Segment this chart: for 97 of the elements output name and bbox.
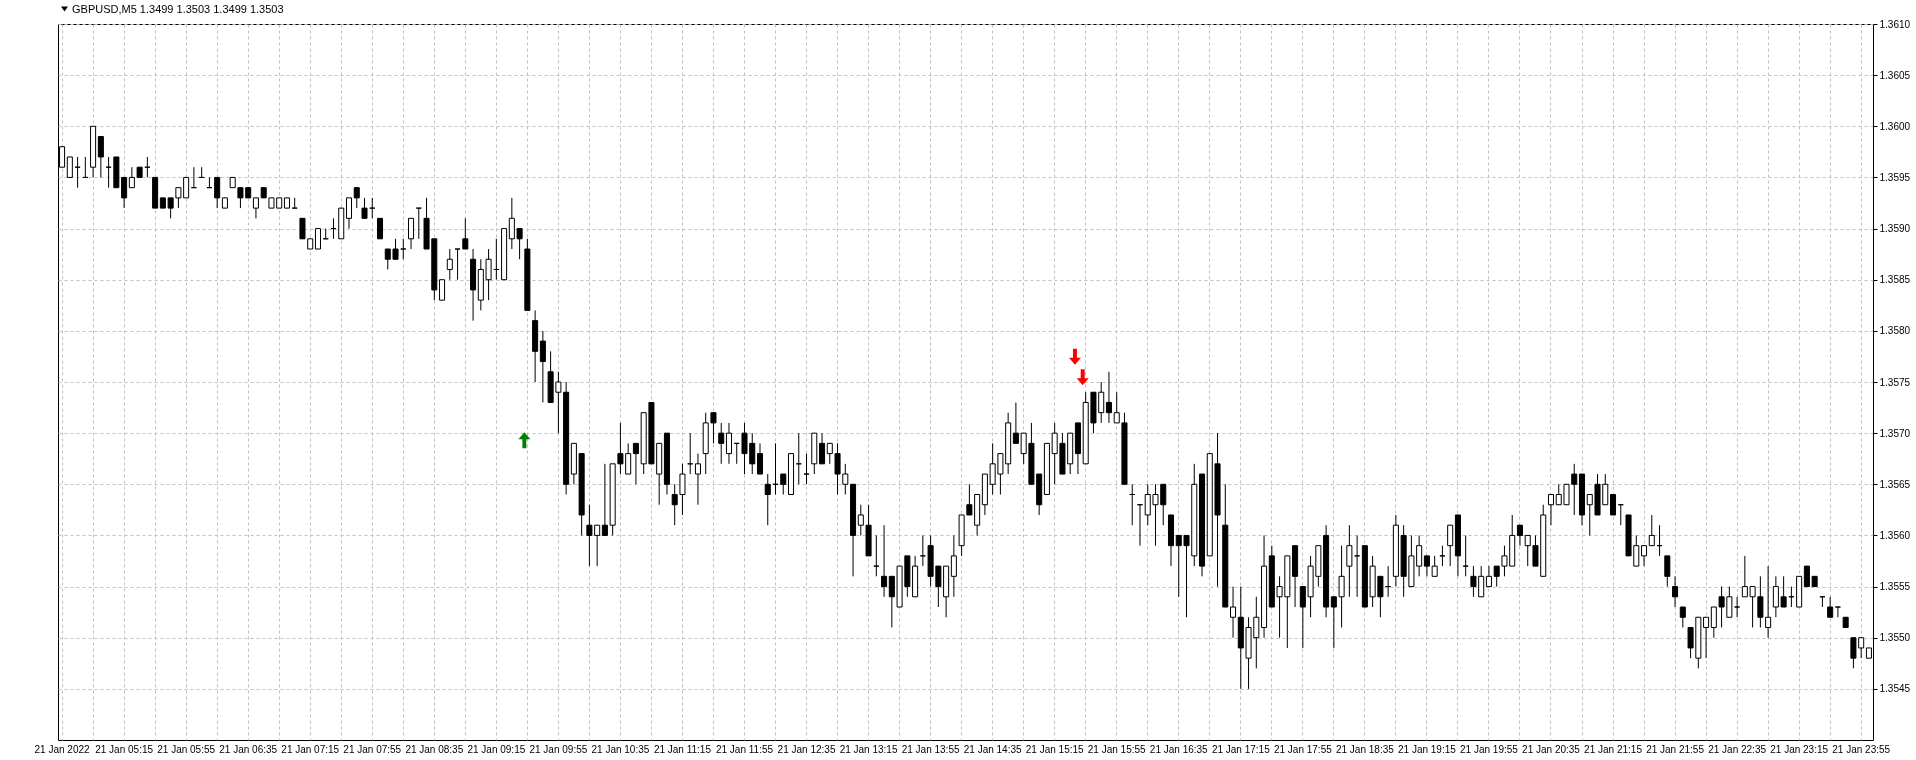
x-tick-label: 21 Jan 13:55 bbox=[901, 743, 960, 755]
x-tick-label: 21 Jan 19:15 bbox=[1397, 743, 1457, 755]
candlestick bbox=[632, 442, 639, 485]
x-tick-label: 21 Jan 08:35 bbox=[405, 743, 464, 755]
x-tick-label: 21 Jan 11:55 bbox=[715, 743, 774, 755]
x-tick-label: 21 Jan 15:15 bbox=[1025, 743, 1085, 755]
candlestick bbox=[780, 473, 787, 496]
y-tick-label: 1.3590 bbox=[1879, 223, 1911, 235]
candlestick bbox=[1547, 494, 1554, 526]
candlestick bbox=[1827, 596, 1834, 618]
candlestick bbox=[873, 534, 880, 577]
x-tick-label: 21 Jan 14:35 bbox=[963, 743, 1022, 755]
y-tick-label: 1.3545 bbox=[1879, 683, 1911, 695]
candlestick bbox=[408, 217, 415, 250]
x-tick-label: 21 Jan 07:55 bbox=[343, 743, 402, 755]
candlestick bbox=[415, 207, 422, 240]
candlestick bbox=[694, 453, 701, 506]
x-tick-label: 21 Jan 07:15 bbox=[281, 743, 340, 755]
candlestick bbox=[446, 248, 453, 281]
candlestick bbox=[1834, 606, 1841, 618]
chart-title: GBPUSD,M5 1.3499 1.3503 1.3499 1.3503 bbox=[72, 3, 284, 15]
candlestick bbox=[881, 524, 888, 598]
candlestick bbox=[97, 136, 104, 178]
candlestick bbox=[400, 238, 407, 260]
y-tick-label: 1.3565 bbox=[1879, 478, 1911, 490]
candlestick bbox=[291, 197, 298, 209]
x-tick-label: 21 Jan 23:55 bbox=[1832, 743, 1891, 755]
candlestick bbox=[1703, 616, 1710, 659]
candlestick bbox=[369, 197, 376, 219]
x-tick-label: 21 Jan 2022 bbox=[34, 743, 91, 755]
candlestick bbox=[377, 217, 384, 240]
candlestick bbox=[1346, 524, 1353, 598]
candlestick bbox=[1230, 586, 1237, 639]
candlestick bbox=[66, 156, 73, 178]
x-tick-label: 21 Jan 13:15 bbox=[839, 743, 898, 755]
candlestick bbox=[1610, 494, 1617, 516]
y-tick-label: 1.3580 bbox=[1879, 325, 1911, 337]
candlestick bbox=[819, 432, 826, 465]
y-tick-label: 1.3605 bbox=[1879, 69, 1911, 81]
candlestick bbox=[803, 453, 810, 485]
candlestick bbox=[252, 197, 259, 219]
y-tick-label: 1.3560 bbox=[1879, 529, 1911, 541]
candlestick bbox=[1672, 575, 1679, 608]
y-tick-label: 1.3555 bbox=[1879, 581, 1911, 593]
candlestick bbox=[1648, 514, 1655, 547]
candlestick bbox=[718, 422, 725, 465]
x-tick-label: 21 Jan 21:15 bbox=[1584, 743, 1643, 755]
y-tick-label: 1.3550 bbox=[1879, 632, 1911, 644]
y-tick-label: 1.3585 bbox=[1879, 274, 1911, 286]
candlestick bbox=[214, 176, 221, 209]
x-tick-label: 21 Jan 05:55 bbox=[157, 743, 216, 755]
candlestick bbox=[462, 217, 469, 250]
candlestick bbox=[353, 187, 360, 209]
candlestick bbox=[1516, 524, 1523, 547]
x-tick-label: 21 Jan 09:55 bbox=[529, 743, 588, 755]
candlestick bbox=[539, 330, 546, 403]
candlestick bbox=[1105, 371, 1112, 424]
y-tick-label: 1.3575 bbox=[1879, 376, 1911, 388]
candlestick bbox=[919, 534, 926, 567]
x-tick-label: 21 Jan 23:15 bbox=[1770, 743, 1829, 755]
x-tick-label: 21 Jan 12:35 bbox=[777, 743, 836, 755]
x-tick-label: 21 Jan 05:15 bbox=[95, 743, 154, 755]
x-tick-label: 21 Jan 09:15 bbox=[467, 743, 526, 755]
candlestick bbox=[454, 248, 461, 281]
candlestick bbox=[764, 473, 771, 526]
candlestick bbox=[1354, 534, 1361, 598]
x-tick-label: 21 Jan 06:35 bbox=[219, 743, 278, 755]
x-tick-label: 21 Jan 16:35 bbox=[1149, 743, 1209, 755]
candlestick bbox=[1641, 545, 1648, 567]
y-tick-label: 1.3600 bbox=[1879, 120, 1911, 132]
candlestick bbox=[1485, 565, 1492, 588]
candlestick bbox=[1679, 606, 1686, 628]
candlestick bbox=[1447, 524, 1454, 567]
candlestick bbox=[1664, 555, 1671, 588]
x-tick-label: 21 Jan 10:35 bbox=[591, 743, 650, 755]
candlestick bbox=[314, 228, 321, 250]
candlestick bbox=[439, 279, 446, 301]
candlestick bbox=[345, 197, 353, 230]
candlestick bbox=[756, 442, 764, 475]
x-tick-label: 21 Jan 15:55 bbox=[1087, 743, 1147, 755]
candlestick bbox=[361, 197, 368, 219]
x-tick-label: 21 Jan 17:15 bbox=[1211, 743, 1271, 755]
y-tick-label: 1.3595 bbox=[1879, 171, 1911, 183]
candlestick bbox=[1734, 596, 1741, 618]
x-tick-label: 21 Jan 22:35 bbox=[1708, 743, 1767, 755]
candlestick bbox=[950, 534, 957, 598]
x-tick-label: 21 Jan 18:35 bbox=[1335, 743, 1395, 755]
y-tick-label: 1.3570 bbox=[1879, 427, 1911, 439]
candlestick bbox=[725, 422, 732, 465]
x-tick-label: 21 Jan 11:15 bbox=[653, 743, 712, 755]
candlestick bbox=[1439, 545, 1446, 567]
x-tick-label: 21 Jan 20:35 bbox=[1522, 743, 1581, 755]
x-tick-label: 21 Jan 21:55 bbox=[1646, 743, 1705, 755]
candlestick bbox=[1462, 534, 1469, 577]
x-tick-label: 21 Jan 17:55 bbox=[1273, 743, 1333, 755]
x-tick-label: 21 Jan 19:55 bbox=[1460, 743, 1519, 755]
y-tick-label: 1.3610 bbox=[1879, 18, 1911, 30]
